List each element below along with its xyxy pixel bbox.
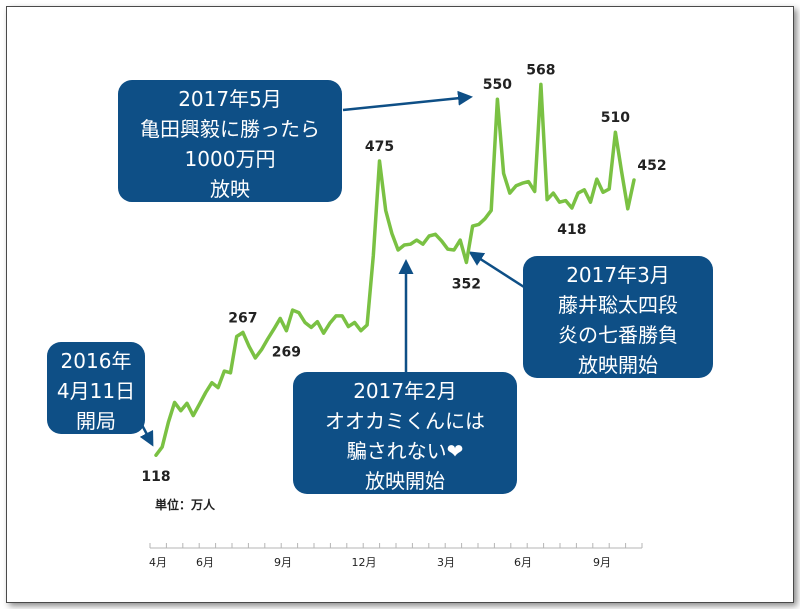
- x-tick-label: 4月: [149, 556, 167, 569]
- annotation-line: 藤井聡太四段: [558, 293, 678, 317]
- unit-label: 単位：万人: [155, 498, 216, 512]
- annotation-line: 放映: [210, 177, 250, 201]
- annotation-line: 炎の七番勝負: [558, 323, 678, 347]
- annotation-line: 4月11日: [56, 379, 136, 403]
- annotation-line: 亀田興毅に勝ったら: [140, 117, 320, 141]
- annotation-line: オオカミくんには: [325, 409, 485, 433]
- annotation-line: 放映開始: [578, 353, 658, 377]
- series-line: [154, 82, 636, 457]
- data-label: 550: [483, 77, 512, 93]
- x-tick-label: 9月: [593, 556, 611, 569]
- arrow-fujii: [468, 251, 525, 289]
- data-labels: 118 267 269 475 352 550 568 418 510 452: [141, 62, 666, 485]
- series-group: [154, 82, 636, 457]
- annotation-line: 開局: [76, 409, 116, 433]
- data-label: 475: [365, 139, 394, 155]
- annotation-line: 2016年: [60, 349, 132, 373]
- x-axis: 4月 6月 9月 12月 3月 6月 9月: [149, 543, 643, 569]
- arrow-kameda: [342, 90, 473, 112]
- annotation-line: 2017年3月: [566, 263, 670, 287]
- data-label: 418: [557, 222, 586, 238]
- data-label: 452: [637, 158, 666, 174]
- annotation-line: 1000万円: [184, 147, 276, 171]
- arrow-opening: [139, 424, 154, 447]
- data-label: 269: [272, 345, 301, 361]
- data-label: 118: [141, 469, 170, 485]
- data-label: 352: [452, 276, 481, 292]
- data-label: 267: [228, 310, 257, 326]
- x-tick-label: 6月: [514, 556, 532, 569]
- annotation-arrows: [139, 90, 525, 447]
- x-tick-label: 12月: [352, 556, 377, 569]
- annotation-line: 2017年5月: [178, 87, 282, 111]
- annotation-opening: 2016年 4月11日開局: [47, 342, 145, 434]
- annotation-line: 騙されない❤: [346, 439, 464, 463]
- annotation-line: 放映開始: [365, 469, 445, 493]
- annotation-kameda: 2017年5月亀田興毅に勝ったら 1000万円 放映: [118, 80, 342, 202]
- data-label: 510: [601, 110, 630, 126]
- x-tick-label: 6月: [196, 556, 214, 569]
- x-tick-label: 9月: [274, 556, 292, 569]
- data-label: 568: [526, 62, 555, 78]
- x-tick-label: 3月: [437, 556, 455, 569]
- annotation-fujii: 2017年3月 藤井聡太四段 炎の七番勝負 放映開始: [523, 256, 713, 378]
- annotation-line: 2017年2月: [353, 379, 457, 403]
- annotation-ookami: 2017年2月オオカミくんには 騙されない❤ 放映開始: [293, 372, 517, 494]
